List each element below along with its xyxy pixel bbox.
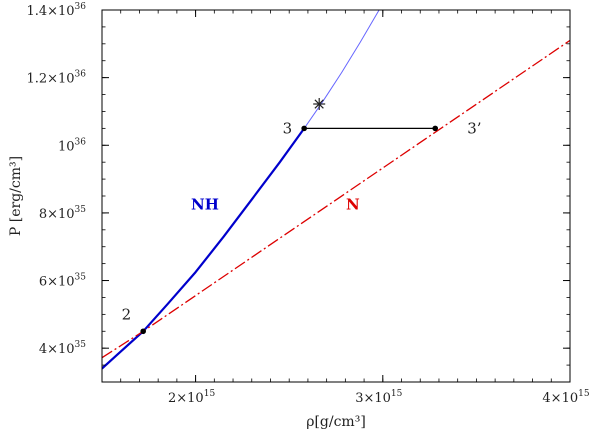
state-point-marker xyxy=(432,125,439,132)
label-layer: NH N xyxy=(191,196,360,214)
x-tick-label: 4×1015 xyxy=(542,389,589,406)
x-axis-label: ρ[g/cm³] xyxy=(306,414,366,430)
y-tick-label: 1.2×1036 xyxy=(26,70,86,87)
state-point-label: 2 xyxy=(122,305,132,323)
x-tick-exponent: 15 xyxy=(391,389,403,399)
y-tick-exponent: 36 xyxy=(75,2,87,12)
y-tick-exponent: 35 xyxy=(75,340,87,350)
x-tick-exponent: 15 xyxy=(578,389,590,399)
y-tick-label: 1.4×1036 xyxy=(26,2,86,19)
star-marker xyxy=(313,98,326,110)
series-line-nh-continuation xyxy=(303,10,380,129)
marker-layer: 2 3 3’ xyxy=(122,98,482,335)
x-tick-label: 2×1015 xyxy=(168,389,215,406)
y-tick-label: 4×1035 xyxy=(39,340,86,357)
state-point-label: 3’ xyxy=(467,119,481,137)
x-tick-exponent: 15 xyxy=(204,389,216,399)
series-line-n xyxy=(102,39,570,359)
star-marker-stroke xyxy=(314,99,324,109)
series-layer xyxy=(102,10,570,370)
y-tick-exponent: 35 xyxy=(75,205,87,215)
y-tick-label: 8×1035 xyxy=(39,205,86,222)
y-tick-exponent: 36 xyxy=(75,137,87,147)
y-tick-exponent: 35 xyxy=(75,273,87,283)
y-axis-label: P [erg/cm³] xyxy=(8,156,24,236)
region-label-nh: NH xyxy=(191,196,219,214)
state-point-marker xyxy=(301,125,307,132)
series-line-nh xyxy=(102,127,306,370)
y-tick-label: 1036 xyxy=(58,137,86,154)
plot-frame xyxy=(101,9,571,383)
x-tick-label: 3×1015 xyxy=(355,389,402,406)
tick-layer: 2×1015 3×1015 4×1015 4×1035 6×1035 8×1035 1036… xyxy=(26,2,589,406)
state-point-label: 3 xyxy=(283,119,293,137)
y-tick-exponent: 36 xyxy=(75,70,87,80)
y-tick-label: 6×1035 xyxy=(39,273,86,290)
region-label-n: N xyxy=(346,196,360,214)
state-point-marker xyxy=(140,328,146,335)
